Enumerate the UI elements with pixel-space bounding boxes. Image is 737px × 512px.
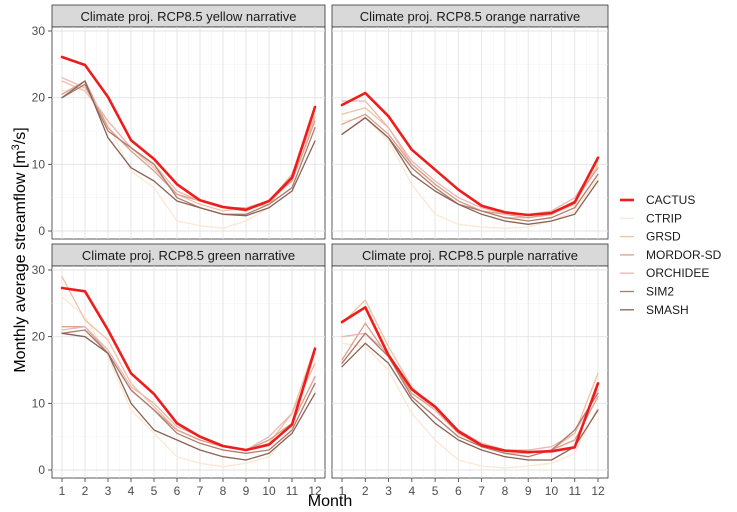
x-tick-label: 11	[568, 484, 581, 498]
series-line-smash	[341, 117, 599, 225]
y-axis-title-main: Monthly average streamflow [m	[12, 150, 29, 372]
panel-title: Climate proj. RCP8.5 green narrative	[82, 248, 295, 263]
x-tick-label: 7	[197, 484, 204, 498]
x-tick-label: 6	[174, 484, 181, 498]
x-tick-label: 5	[151, 484, 158, 498]
legend: CACTUS CTRIP GRSD MORDOR-SD ORCHIDEE SIM2 SMAS…	[620, 193, 722, 317]
series-line-cactus	[60, 286, 317, 452]
x-tick-label: 8	[220, 484, 227, 498]
panels-layer: Climate proj. RCP8.5 yellow narrative010…	[32, 4, 609, 498]
panel-title: Climate proj. RCP8.5 purple narrative	[362, 248, 578, 263]
x-tick-label: 5	[432, 484, 439, 498]
legend-label: SMASH	[646, 303, 689, 317]
series-line-sim2	[61, 329, 316, 454]
x-tick-label: 3	[385, 484, 392, 498]
x-tick-label: 3	[105, 484, 112, 498]
y-tick-label: 10	[32, 157, 46, 171]
legend-label: MORDOR-SD	[646, 248, 722, 262]
series-line-orchidee	[61, 326, 316, 451]
x-tick-label: 12	[308, 484, 322, 498]
x-tick-label: 9	[525, 484, 532, 498]
panel-title: Climate proj. RCP8.5 orange narrative	[360, 9, 580, 24]
legend-item: SMASH	[620, 303, 689, 317]
x-tick-label: 1	[339, 484, 346, 498]
y-axis-title-superscript: 3	[10, 144, 22, 150]
x-tick-label: 12	[591, 484, 605, 498]
legend-item: ORCHIDEE	[620, 266, 709, 280]
legend-label: CACTUS	[646, 193, 695, 207]
x-axis-title: Month	[308, 493, 352, 510]
x-tick-label: 9	[243, 484, 250, 498]
series-line-smash	[61, 332, 316, 461]
x-tick-label: 2	[362, 484, 369, 498]
legend-item: MORDOR-SD	[620, 248, 722, 262]
y-tick-label: 20	[32, 330, 46, 344]
y-axis-title: Monthly average streamflow [m3/s]	[10, 127, 29, 372]
series-line-cactus	[340, 305, 600, 454]
y-tick-label: 10	[32, 396, 46, 410]
x-tick-label: 6	[455, 484, 462, 498]
legend-item: GRSD	[620, 230, 681, 244]
legend-label: SIM2	[646, 285, 674, 299]
series-line-sim2	[341, 332, 599, 458]
series-line-cactus	[340, 91, 600, 217]
panel-3: Climate proj. RCP8.5 green narrative 0 10 2…	[32, 243, 326, 498]
panel-2: Climate proj. RCP8.5 orange narrative	[331, 4, 609, 240]
x-tick-label: 2	[82, 484, 89, 498]
y-tick-label: 0	[38, 224, 45, 238]
series-line-orchidee	[341, 100, 599, 215]
x-tick-label: 10	[545, 484, 559, 498]
panel-title: Climate proj. RCP8.5 yellow narrative	[80, 9, 296, 24]
legend-item: CTRIP	[620, 211, 682, 225]
series-line-sim2	[61, 83, 316, 215]
legend-item: CACTUS	[620, 193, 695, 207]
y-tick-label: 30	[32, 263, 46, 277]
y-tick-label: 0	[38, 463, 45, 477]
series-line-ctrip	[341, 342, 599, 469]
x-tick-label: 1	[59, 484, 66, 498]
y-tick-label: 20	[32, 91, 46, 105]
y-axis-title-suffix: /s]	[12, 127, 29, 144]
x-tick-label: 10	[262, 484, 276, 498]
y-tick-label: 30	[32, 24, 46, 38]
series-line-cactus	[60, 55, 317, 211]
legend-item: SIM2	[620, 285, 674, 299]
panel-1: Climate proj. RCP8.5 yellow narrative 0 10…	[32, 4, 326, 240]
legend-label: GRSD	[646, 230, 681, 244]
x-tick-label: 7	[478, 484, 485, 498]
series-line-smash	[61, 80, 316, 217]
x-tick-label: 11	[286, 484, 299, 498]
x-tick-label: 8	[502, 484, 509, 498]
series-line-smash	[341, 342, 599, 461]
legend-label: ORCHIDEE	[646, 266, 709, 280]
x-tick-label: 4	[408, 484, 415, 498]
legend-label: CTRIP	[646, 211, 682, 225]
x-tick-label: 4	[128, 484, 135, 498]
